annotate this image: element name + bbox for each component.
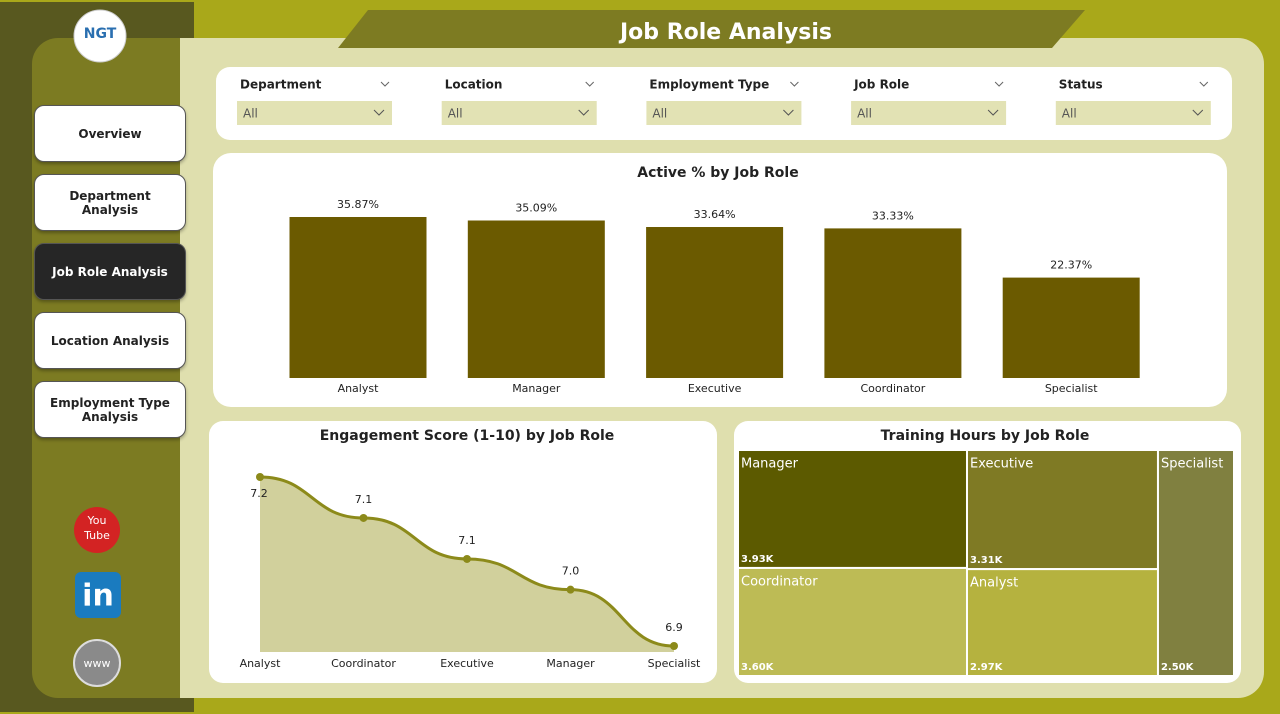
point bbox=[463, 554, 471, 563]
data-label: 7.0 bbox=[562, 565, 580, 578]
treemap-cell bbox=[965, 449, 1159, 571]
web-icon[interactable] bbox=[73, 639, 121, 687]
chart-title: Training Hours by Job Role bbox=[881, 428, 1090, 444]
x-tick-label: Executive bbox=[440, 657, 494, 670]
data-label: 7.1 bbox=[458, 534, 476, 547]
filter-label: Employment Type bbox=[649, 78, 769, 92]
cell-label: Specialist bbox=[1161, 457, 1223, 472]
linkedin-text: in bbox=[82, 579, 114, 614]
bar bbox=[824, 228, 962, 378]
filter-dropdown[interactable] bbox=[851, 101, 1007, 125]
data-label: 35.87% bbox=[337, 198, 379, 211]
cell-label: Coordinator bbox=[741, 574, 818, 589]
filter-dropdown[interactable] bbox=[237, 101, 392, 125]
dropdown-chevron bbox=[987, 109, 999, 116]
treemap-cell bbox=[965, 568, 1159, 678]
nav-button[interactable]: Department Analysis bbox=[34, 174, 186, 231]
chart-title: Active % by Job Role bbox=[637, 165, 798, 181]
filter-dropdown[interactable] bbox=[646, 101, 802, 125]
filter-label: Status bbox=[1059, 78, 1103, 92]
nav-button[interactable]: Job Role Analysis bbox=[34, 243, 186, 300]
nav-button[interactable]: Location Analysis bbox=[34, 312, 186, 369]
dropdown-chevron bbox=[783, 109, 794, 116]
data-label: 33.33% bbox=[872, 209, 914, 222]
logo-text: NGT bbox=[84, 26, 117, 42]
title-banner bbox=[338, 10, 1085, 48]
x-tick-label: Specialist bbox=[648, 657, 701, 670]
youtube-icon[interactable] bbox=[74, 507, 120, 553]
filter-value: All bbox=[652, 107, 667, 121]
data-label: 7.2 bbox=[250, 487, 268, 500]
logo bbox=[73, 9, 127, 63]
cell-value: 2.50K bbox=[1161, 662, 1195, 673]
bar bbox=[467, 220, 605, 378]
bar bbox=[1002, 277, 1140, 378]
x-tick-label: Analyst bbox=[240, 657, 282, 670]
cell-label: Analyst bbox=[970, 576, 1018, 591]
page-title: Job Role Analysis bbox=[618, 20, 832, 45]
dropdown-chevron bbox=[578, 109, 590, 116]
cell-value: 2.97K bbox=[970, 662, 1004, 673]
treemap-cell bbox=[737, 566, 968, 678]
filter-value: All bbox=[1062, 107, 1077, 121]
filter-chevron bbox=[380, 81, 390, 87]
cell-label: Executive bbox=[970, 457, 1033, 472]
chart-title: Engagement Score (1-10) by Job Role bbox=[320, 428, 615, 444]
x-tick-label: Specialist bbox=[1045, 382, 1098, 395]
bar bbox=[646, 227, 784, 378]
nav-button[interactable]: Employment Type Analysis bbox=[34, 381, 186, 438]
filter-value: All bbox=[448, 107, 463, 121]
point bbox=[359, 513, 368, 522]
filter-label: Location bbox=[445, 78, 503, 92]
cell-value: 3.31K bbox=[970, 555, 1004, 566]
web-text: www bbox=[84, 657, 111, 670]
data-label: 22.37% bbox=[1050, 259, 1092, 272]
data-label: 7.1 bbox=[355, 493, 373, 506]
filter-label: Department bbox=[240, 78, 322, 92]
x-tick-label: Manager bbox=[512, 382, 561, 395]
filter-value: All bbox=[857, 107, 872, 121]
x-tick-label: Coordinator bbox=[331, 657, 396, 670]
data-label: 33.64% bbox=[694, 208, 736, 221]
filter-chevron bbox=[994, 81, 1004, 87]
point bbox=[670, 642, 678, 650]
data-label: 6.9 bbox=[665, 621, 683, 634]
point bbox=[256, 473, 264, 481]
nav-button[interactable]: Overview bbox=[34, 105, 186, 162]
filter-dropdown[interactable] bbox=[441, 101, 597, 125]
point bbox=[566, 585, 575, 594]
filter-label: Job Role bbox=[853, 78, 909, 92]
treemap-cell bbox=[1156, 449, 1235, 677]
linkedin-icon[interactable] bbox=[75, 572, 121, 618]
x-tick-label: Manager bbox=[546, 657, 595, 670]
filter-value: All bbox=[243, 107, 258, 121]
cell-value: 3.60K bbox=[741, 662, 775, 673]
filter-chevron bbox=[1199, 81, 1209, 87]
filter-dropdown[interactable] bbox=[1055, 101, 1211, 125]
x-tick-label: Executive bbox=[688, 382, 742, 395]
dropdown-chevron bbox=[373, 109, 385, 116]
cell-value: 3.93K bbox=[741, 554, 775, 565]
youtube-text: You bbox=[87, 514, 107, 527]
x-tick-label: Analyst bbox=[338, 382, 380, 395]
bar bbox=[289, 217, 427, 378]
youtube-text: Tube bbox=[83, 529, 110, 542]
cell-label: Manager bbox=[741, 457, 799, 472]
data-label: 35.09% bbox=[515, 202, 557, 215]
filter-chevron bbox=[585, 81, 595, 87]
x-tick-label: Coordinator bbox=[861, 382, 926, 395]
dropdown-chevron bbox=[1192, 109, 1204, 116]
filter-chevron bbox=[790, 81, 799, 87]
